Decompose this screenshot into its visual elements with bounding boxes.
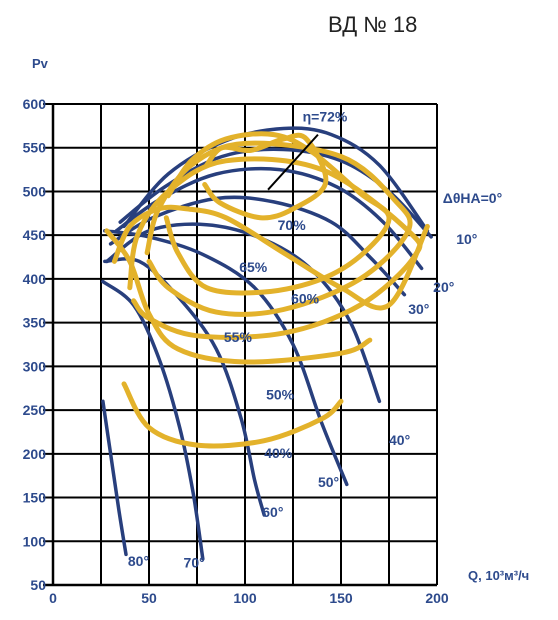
curve-label: 40% [264, 445, 293, 461]
curve-label: 60% [291, 290, 320, 306]
eta-pointer-line [267, 133, 319, 191]
efficiency-curves [104, 131, 430, 449]
y-tick-label: 250 [23, 402, 47, 418]
curve-label: 55% [224, 329, 253, 345]
y-tick-label: 350 [23, 315, 47, 331]
chart-title: ВД № 18 [328, 12, 417, 37]
curve-label: 70% [278, 217, 307, 233]
curve-label: 50% [266, 387, 295, 403]
efficiency-curve [121, 381, 344, 449]
blade-angle-curve [101, 399, 128, 557]
x-tick-label: 100 [233, 590, 257, 606]
blade-angle-curve [103, 257, 266, 517]
x-tick-label: 0 [49, 590, 57, 606]
curve-label: η=72% [303, 108, 348, 124]
curve-label: 65% [239, 259, 268, 275]
y-tick-label: 450 [23, 227, 47, 243]
y-tick-label: 500 [23, 183, 47, 199]
curve-label: 30° [408, 301, 429, 317]
efficiency-curve [163, 131, 392, 296]
x-tick-label: 150 [329, 590, 353, 606]
blade-angle-curve [122, 126, 430, 233]
blade-angle-curves [101, 126, 433, 561]
curve-label: 60° [262, 504, 283, 520]
tick-labels: 0 50 100 150 2005010015020025030035040045050… [23, 96, 449, 606]
y-tick-label: 200 [23, 446, 47, 462]
y-tick-label: 600 [23, 96, 47, 112]
y-tick-label: 100 [23, 533, 47, 549]
y-axis-label: Pv [32, 56, 49, 71]
x-tick-label: 50 [141, 590, 157, 606]
y-tick-label: 550 [23, 140, 47, 156]
efficiency-curve [104, 228, 373, 365]
curve-label: 50° [318, 474, 339, 490]
curve-label: 80° [128, 553, 149, 569]
efficiency-curve [144, 140, 413, 317]
x-axis-label: Q, 10³м³/ч [468, 568, 529, 583]
y-tick-label: 400 [23, 271, 47, 287]
curve-label: 20° [433, 279, 454, 295]
blade-angle-curve [101, 279, 205, 561]
y-tick-label: 50 [30, 577, 46, 593]
curve-label: 40° [389, 432, 410, 448]
y-tick-label: 300 [23, 358, 47, 374]
x-tick-label: 200 [425, 590, 449, 606]
curve-label: ΔθНА=0° [443, 190, 502, 206]
curve-label: 70° [184, 555, 205, 571]
efficiency-curve [111, 204, 430, 311]
curve-label: 10° [456, 231, 477, 247]
y-tick-label: 150 [23, 490, 47, 506]
curve-labels: η=72% 70% 65% 60% 55% 50% 40% ΔθНА=0° 10° 20°30° 4… [128, 108, 502, 570]
